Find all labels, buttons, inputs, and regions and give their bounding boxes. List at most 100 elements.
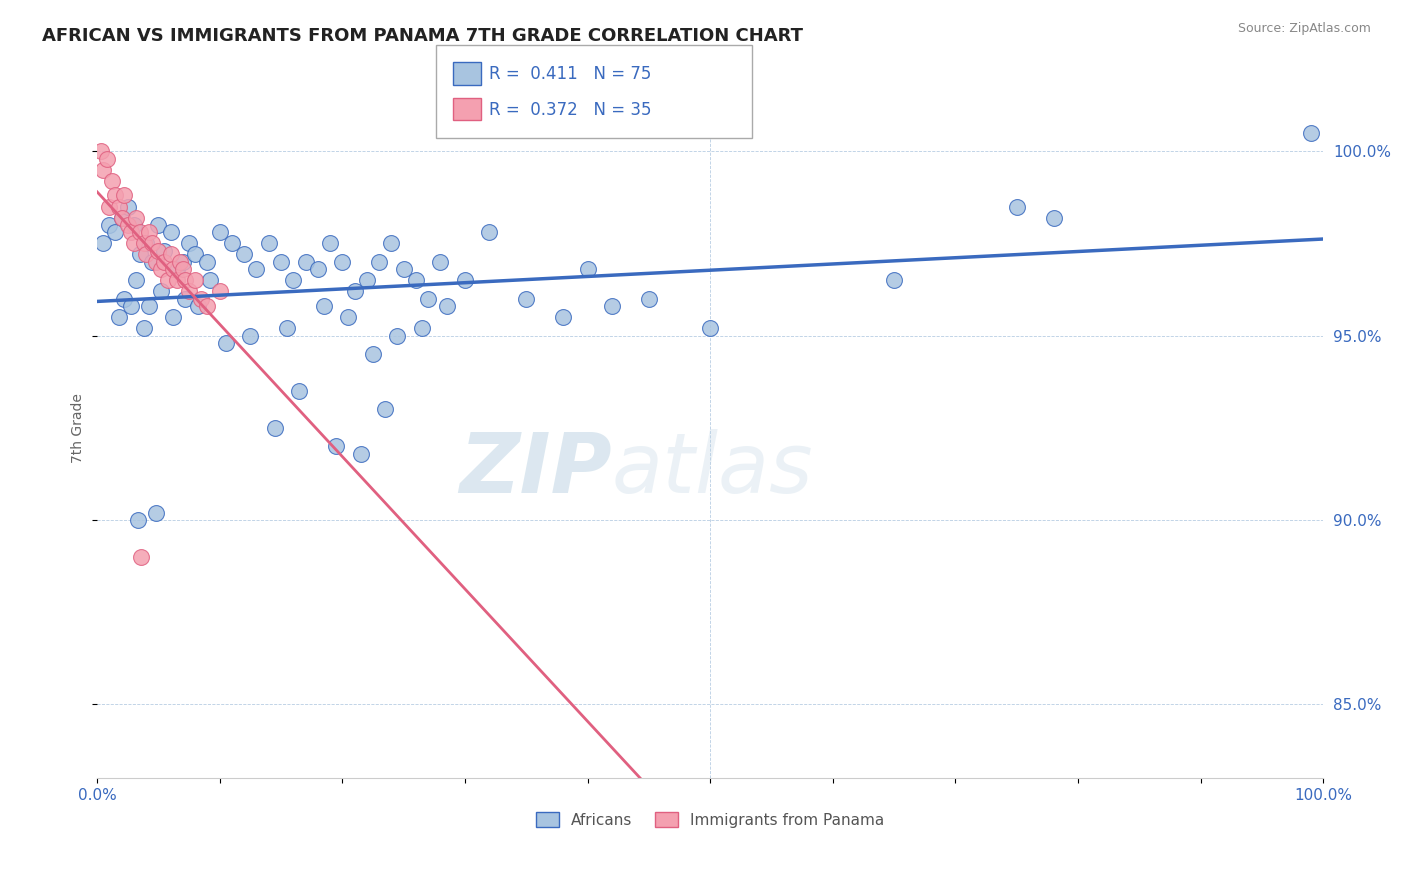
Point	[96, 152, 118, 166]
Point	[98, 218, 121, 232]
Point	[198, 273, 221, 287]
Point	[361, 347, 384, 361]
Point	[208, 225, 231, 239]
Point	[125, 273, 148, 287]
Point	[108, 200, 131, 214]
Point	[478, 225, 501, 239]
Point	[429, 255, 451, 269]
Point	[91, 236, 114, 251]
Point	[637, 292, 659, 306]
Point	[454, 273, 477, 287]
Point	[141, 255, 163, 269]
Point	[1042, 211, 1064, 225]
Point	[245, 262, 267, 277]
Point	[350, 447, 373, 461]
Legend: Africans, Immigrants from Panama: Africans, Immigrants from Panama	[530, 805, 890, 834]
Point	[515, 292, 537, 306]
Point	[153, 255, 176, 269]
Point	[117, 218, 139, 232]
Point	[132, 321, 155, 335]
Text: R =  0.411   N = 75: R = 0.411 N = 75	[489, 65, 651, 83]
Point	[343, 285, 366, 299]
Point	[157, 273, 180, 287]
Point	[141, 236, 163, 251]
Point	[120, 299, 142, 313]
Point	[1299, 126, 1322, 140]
Point	[135, 236, 157, 251]
Point	[307, 262, 329, 277]
Point	[221, 236, 243, 251]
Point	[172, 262, 194, 277]
Point	[576, 262, 599, 277]
Point	[117, 200, 139, 214]
Point	[270, 255, 292, 269]
Point	[98, 200, 121, 214]
Point	[162, 262, 184, 277]
Point	[90, 145, 112, 159]
Point	[177, 236, 200, 251]
Point	[129, 549, 152, 564]
Point	[239, 328, 262, 343]
Point	[122, 218, 145, 232]
Point	[149, 262, 172, 277]
Point	[405, 273, 427, 287]
Point	[197, 299, 219, 313]
Point	[127, 513, 149, 527]
Point	[294, 255, 316, 269]
Text: atlas: atlas	[612, 429, 814, 510]
Point	[122, 236, 145, 251]
Point	[190, 292, 212, 306]
Point	[174, 292, 197, 306]
Point	[883, 273, 905, 287]
Point	[129, 247, 152, 261]
Point	[337, 310, 360, 325]
Point	[233, 247, 256, 261]
Point	[100, 174, 122, 188]
Point	[197, 255, 219, 269]
Text: AFRICAN VS IMMIGRANTS FROM PANAMA 7TH GRADE CORRELATION CHART: AFRICAN VS IMMIGRANTS FROM PANAMA 7TH GR…	[42, 27, 803, 45]
Point	[319, 236, 342, 251]
Point	[148, 244, 170, 258]
Point	[551, 310, 574, 325]
Point	[110, 211, 132, 225]
Point	[374, 402, 396, 417]
Point	[263, 421, 285, 435]
Point	[159, 247, 181, 261]
Point	[184, 273, 207, 287]
Point	[135, 247, 157, 261]
Point	[387, 328, 409, 343]
Point	[104, 188, 127, 202]
Point	[162, 310, 184, 325]
Point	[276, 321, 298, 335]
Point	[356, 273, 378, 287]
Point	[166, 262, 188, 277]
Point	[368, 255, 391, 269]
Point	[145, 255, 167, 269]
Text: R =  0.372   N = 35: R = 0.372 N = 35	[489, 101, 652, 119]
Point	[91, 162, 114, 177]
Point	[600, 299, 623, 313]
Point	[138, 225, 160, 239]
Point	[129, 225, 152, 239]
Point	[411, 321, 433, 335]
Text: Source: ZipAtlas.com: Source: ZipAtlas.com	[1237, 22, 1371, 36]
Point	[177, 285, 200, 299]
Point	[145, 506, 167, 520]
Point	[112, 188, 135, 202]
Point	[436, 299, 458, 313]
Point	[174, 273, 197, 287]
Point	[380, 236, 402, 251]
Point	[208, 285, 231, 299]
Point	[120, 225, 142, 239]
Point	[330, 255, 353, 269]
Point	[184, 247, 207, 261]
Point	[392, 262, 415, 277]
Point	[138, 299, 160, 313]
Text: ZIP: ZIP	[460, 429, 612, 510]
Point	[172, 255, 194, 269]
Point	[169, 255, 191, 269]
Point	[418, 292, 440, 306]
Point	[325, 439, 347, 453]
Y-axis label: 7th Grade: 7th Grade	[72, 392, 86, 463]
Point	[104, 225, 127, 239]
